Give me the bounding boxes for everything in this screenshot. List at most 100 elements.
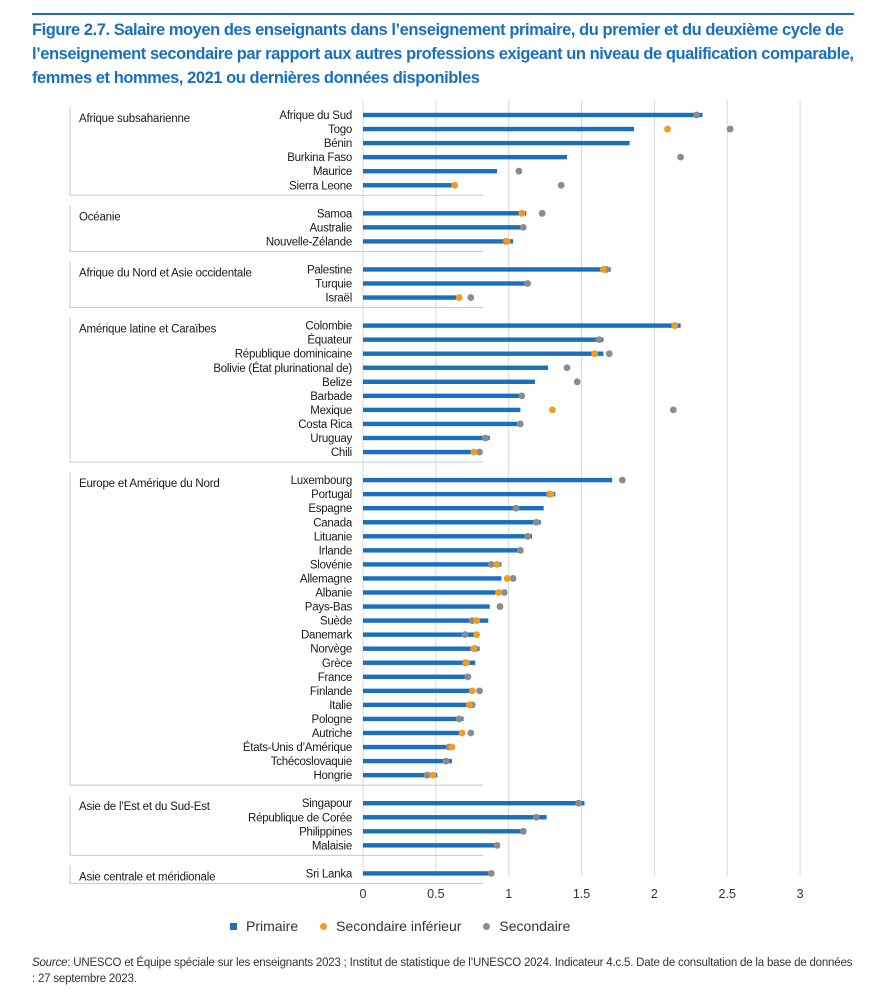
bar-primaire (363, 843, 500, 848)
bar-primaire (363, 169, 498, 174)
dot-secondaire-inferieur (600, 266, 607, 273)
dot-secondaire (476, 448, 483, 456)
country-label: Burkina Faso (287, 152, 352, 164)
legend-swatch-secondaire (483, 922, 491, 930)
dot-secondaire-inferieur (465, 701, 473, 709)
bar-primaire (363, 379, 535, 384)
bar-primaire (363, 295, 457, 300)
bar-primaire (363, 337, 604, 342)
country-label: Barbade (310, 391, 352, 403)
bar-primaire (363, 477, 613, 483)
dot-secondaire (532, 813, 540, 821)
legend-label-secondaire: Secondaire (499, 918, 571, 934)
x-tick-label: 2.5 (719, 887, 736, 900)
bar-primaire (363, 323, 681, 328)
bar-primaire (363, 772, 438, 778)
figure-title: Figure 2.7. Salaire moyen des enseignant… (32, 21, 854, 87)
dot-secondaire-inferieur (664, 125, 671, 133)
bar-primaire (363, 154, 567, 160)
dot-secondaire (726, 125, 734, 133)
bar-primaire (363, 281, 527, 286)
dot-secondaire (518, 392, 526, 400)
country-label: Philippines (299, 826, 352, 838)
bar-primaire (363, 449, 480, 455)
bar-primaire (363, 140, 630, 146)
bar-primaire (363, 646, 480, 651)
bar-primaire (363, 548, 524, 553)
dot-secondaire (500, 589, 508, 596)
country-label: Belize (322, 377, 352, 389)
dot-secondaire (519, 223, 527, 231)
bar-primaire (363, 688, 471, 694)
group-label: Afrique subsaharienne (79, 113, 190, 125)
title-rule (32, 13, 854, 15)
dot-secondaire (618, 476, 626, 484)
country-label: Turquie (315, 279, 352, 291)
country-label: Colombie (305, 321, 352, 333)
dot-secondaire (557, 181, 565, 189)
dot-secondaire-inferieur (463, 659, 470, 667)
bar-primaire (363, 674, 467, 679)
country-label: Nouvelle-Zélande (266, 236, 352, 248)
dot-secondaire-inferieur (455, 294, 463, 301)
country-label: Chili (331, 447, 352, 459)
country-label: Tchécoslovaquie (271, 756, 352, 768)
country-label: Irlande (319, 545, 352, 557)
bar-primaire (363, 225, 525, 230)
country-label: Luxembourg (291, 475, 352, 487)
country-label: Malaisie (312, 840, 352, 852)
bar-primaire (363, 126, 635, 132)
country-label: Bénin (324, 138, 352, 150)
country-label: Australie (310, 222, 353, 234)
bar-primaire (363, 211, 527, 216)
dot-secondaire (467, 729, 475, 737)
dot-secondaire-inferieur (473, 631, 481, 639)
bar-primaire (363, 871, 495, 876)
dot-secondaire (515, 167, 523, 175)
bar-primaire (363, 112, 703, 118)
legend-label-primaire: Primaire (246, 918, 299, 934)
dot-secondaire-inferieur (458, 729, 466, 737)
dot-secondaire (524, 280, 532, 287)
dot-secondaire (516, 546, 524, 554)
country-label: Équateur (307, 334, 352, 347)
dot-secondaire (669, 406, 677, 414)
country-label: Samoa (317, 208, 353, 220)
country-label: Allemagne (300, 573, 352, 585)
x-tick-label: 3 (797, 887, 804, 900)
legend-swatch-primaire (230, 922, 237, 930)
bar-primaire (363, 716, 464, 722)
dot-secondaire (573, 378, 581, 386)
group-label: Océanie (79, 211, 120, 223)
country-label: Uruguay (310, 433, 352, 445)
legend-item-secondaire: Secondaire (483, 918, 570, 934)
legend-item-secondaire-inferieur: Secondaire inférieur (320, 918, 461, 934)
bar-primaire (363, 435, 490, 441)
country-label: Pologne (312, 714, 352, 726)
dot-secondaire-inferieur (473, 617, 481, 624)
dot-secondaire-inferieur (468, 687, 476, 695)
dot-secondaire-inferieur (429, 771, 437, 779)
country-label: Danemark (301, 630, 353, 642)
dot-secondaire-inferieur (671, 322, 679, 329)
bar-primaire (363, 491, 556, 497)
bar-primaire (363, 618, 489, 623)
country-label: Bolivie (État plurinational de) (213, 362, 352, 375)
dot-secondaire (532, 518, 540, 526)
country-label: Israël (325, 293, 352, 305)
country-label: Sierra Leone (289, 180, 352, 192)
country-label: Pays-Bas (305, 602, 353, 614)
dot-secondaire (487, 561, 495, 568)
country-label: Albanie (315, 588, 352, 600)
bar-primaire (363, 660, 476, 665)
country-label: Palestine (307, 264, 352, 276)
country-label: Lituanie (314, 531, 352, 543)
country-label: Finlande (310, 686, 352, 698)
bar-primaire (363, 632, 479, 637)
dot-secondaire (423, 771, 431, 779)
group-label: Afrique du Nord et Asie occidentale (79, 267, 252, 279)
dot-secondaire-inferieur (503, 238, 511, 245)
group-label: Asie centrale et méridionale (79, 871, 215, 883)
country-label: Suède (320, 616, 352, 628)
group-label: Amérique latine et Caraïbes (79, 324, 217, 336)
